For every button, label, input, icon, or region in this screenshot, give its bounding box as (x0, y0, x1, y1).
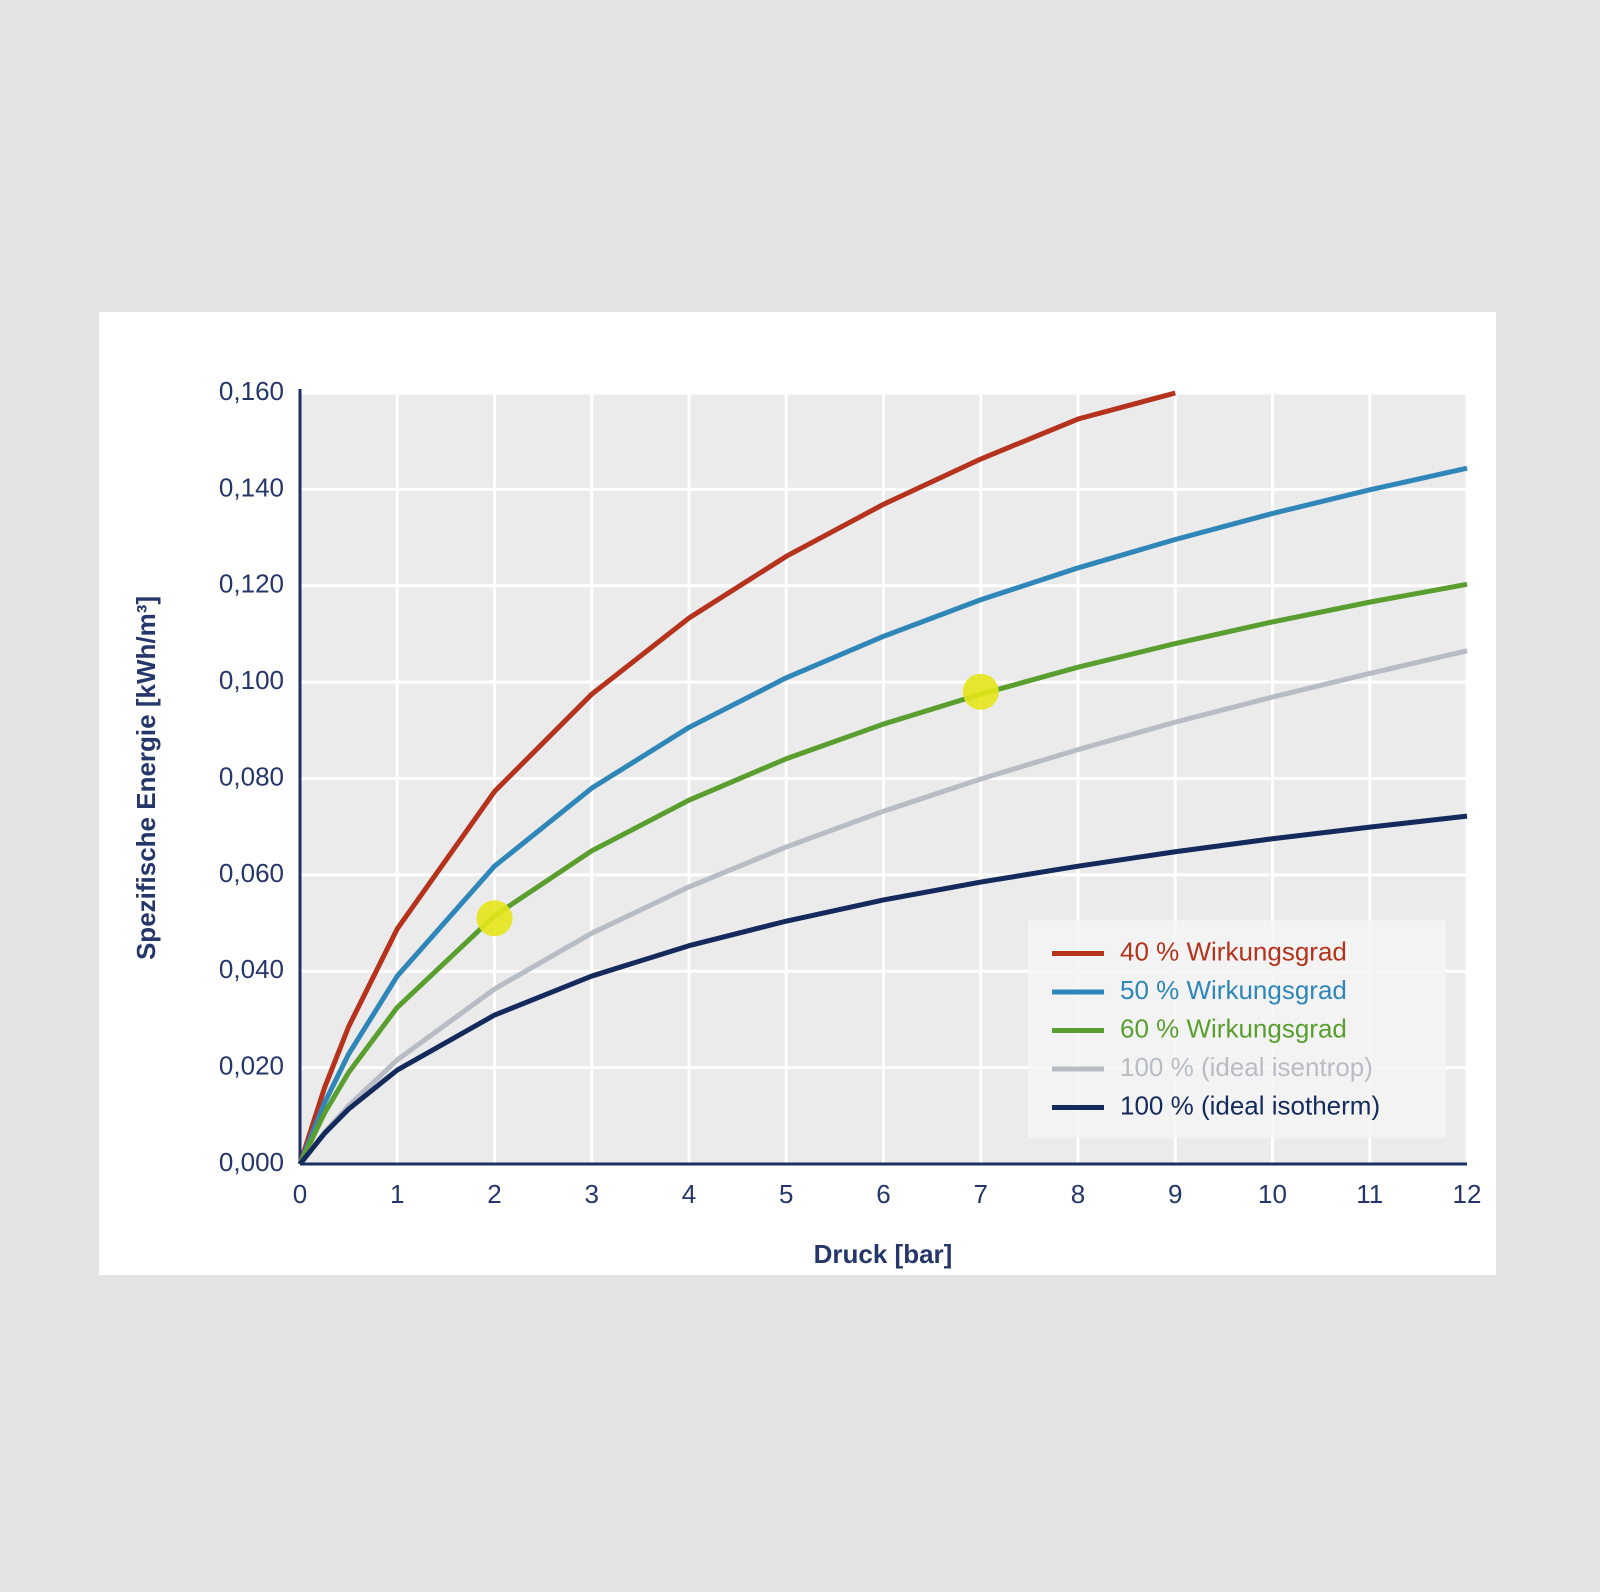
y-axis-title: Spezifische Energie [kWh/m³] (131, 596, 161, 960)
series-line (298, 648, 1468, 1166)
y-tick-label: 0,120 (219, 569, 284, 599)
y-tick-label: 0,040 (219, 954, 284, 984)
y-tick-label: 0,140 (219, 472, 284, 502)
legend-label: 40 % Wirkungsgrad (1120, 936, 1347, 966)
highlight-point (962, 673, 999, 710)
y-tick-label: 0,000 (219, 1147, 284, 1177)
y-tick-label: 0,020 (219, 1051, 284, 1081)
x-tick-label: 6 (876, 1179, 890, 1209)
legend: 40 % Wirkungsgrad 50 % Wirkungsgrad 60 % W… (1028, 920, 1446, 1138)
x-tick-label: 12 (1453, 1179, 1482, 1209)
x-tick-label: 9 (1168, 1179, 1182, 1209)
legend-label: 100 % (ideal isotherm) (1120, 1090, 1380, 1120)
series-line (297, 581, 1468, 1166)
x-tick-label: 11 (1356, 1179, 1383, 1209)
x-tick-label: 5 (779, 1179, 793, 1209)
y-tick-label: 0,080 (219, 761, 284, 791)
legend-label: 60 % Wirkungsgrad (1120, 1013, 1347, 1043)
legend-label: 100 % (ideal isentrop) (1120, 1052, 1373, 1082)
x-tick-label: 1 (390, 1179, 404, 1209)
highlight-point (476, 900, 513, 937)
x-tick-label: 0 (293, 1179, 307, 1209)
x-tick-label: 10 (1258, 1179, 1287, 1209)
x-tick-label: 8 (1071, 1179, 1085, 1209)
legend-label: 50 % Wirkungsgrad (1120, 975, 1347, 1005)
y-tick-label: 0,160 (219, 376, 284, 406)
x-axis-title: Druck [bar] (814, 1239, 953, 1269)
y-tick-label: 0,060 (219, 858, 284, 888)
x-tick-label: 2 (487, 1179, 501, 1209)
x-tick-label: 3 (585, 1179, 599, 1209)
y-tick-label: 0,100 (219, 665, 284, 695)
series-line (298, 813, 1468, 1166)
series-line (297, 390, 1176, 1165)
x-tick-label: 4 (682, 1179, 696, 1209)
series-line (297, 465, 1468, 1165)
x-tick-label: 7 (974, 1179, 988, 1209)
